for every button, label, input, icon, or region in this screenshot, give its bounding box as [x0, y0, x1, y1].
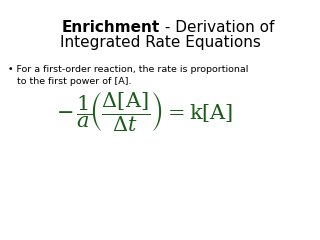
Text: Enrichment: Enrichment [62, 20, 160, 35]
Text: - Derivation of: - Derivation of [160, 20, 274, 35]
Text: Integrated Rate Equations: Integrated Rate Equations [60, 35, 260, 50]
Text: $-\,\dfrac{1}{a}\!\left(\dfrac{\Delta[\mathrm{A}]}{\Delta t}\right) = \mathrm{k}: $-\,\dfrac{1}{a}\!\left(\dfrac{\Delta[\m… [56, 90, 234, 134]
Text: • For a first-order reaction, the rate is proportional
   to the first power of : • For a first-order reaction, the rate i… [8, 65, 248, 86]
